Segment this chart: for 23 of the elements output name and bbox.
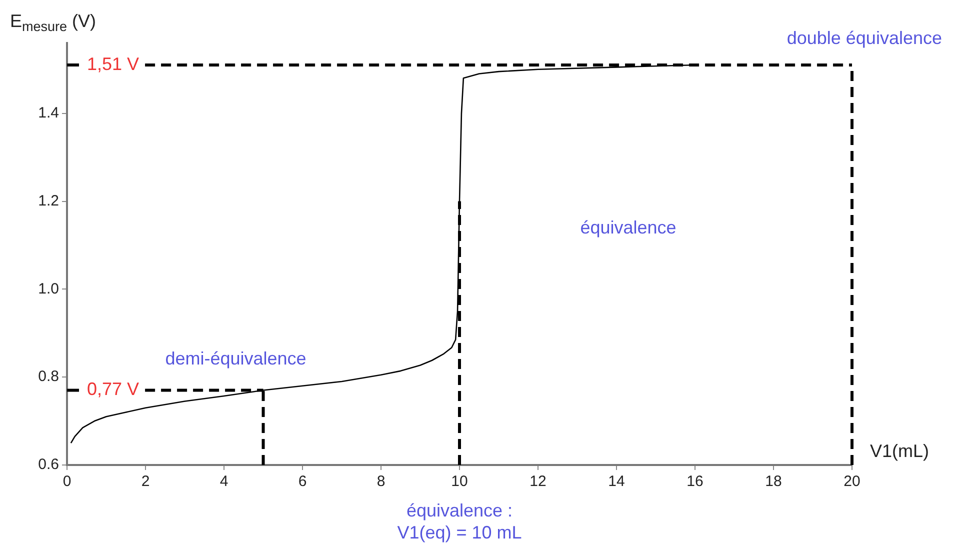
x-axis-title: V1(mL) (870, 440, 930, 461)
ref-line-label: 0,77 V (87, 379, 140, 400)
text: équivalence : V1(eq) = 10 mL (397, 500, 522, 542)
annotation: demi-équivalence (165, 348, 306, 368)
x-tick-label: 12 (530, 473, 546, 490)
x-tick-label: 2 (141, 473, 150, 490)
x-tick-label: 6 (298, 473, 307, 490)
x-tick-label: 14 (608, 473, 625, 490)
x-tick-label: 20 (844, 473, 860, 490)
x-tick-label: 18 (765, 473, 782, 490)
ref-line-label: 1,51 V (87, 54, 140, 74)
y-tick-label: 1.0 (38, 280, 59, 298)
x-tick-label: 10 (451, 473, 468, 490)
ref-line-label: double équivalence (786, 28, 942, 48)
x-tick-label: 16 (686, 473, 704, 490)
y-tick-label: 1.2 (38, 192, 59, 210)
x-tick-label: 0 (62, 473, 72, 490)
y-tick-label: 0.6 (38, 456, 59, 474)
y-tick-label: 1.4 (38, 104, 59, 122)
x-tick-label: 4 (220, 473, 228, 490)
x-tick-label: 8 (376, 473, 386, 490)
annotation: équivalence (580, 218, 676, 238)
y-tick-label: 0.8 (38, 368, 59, 386)
